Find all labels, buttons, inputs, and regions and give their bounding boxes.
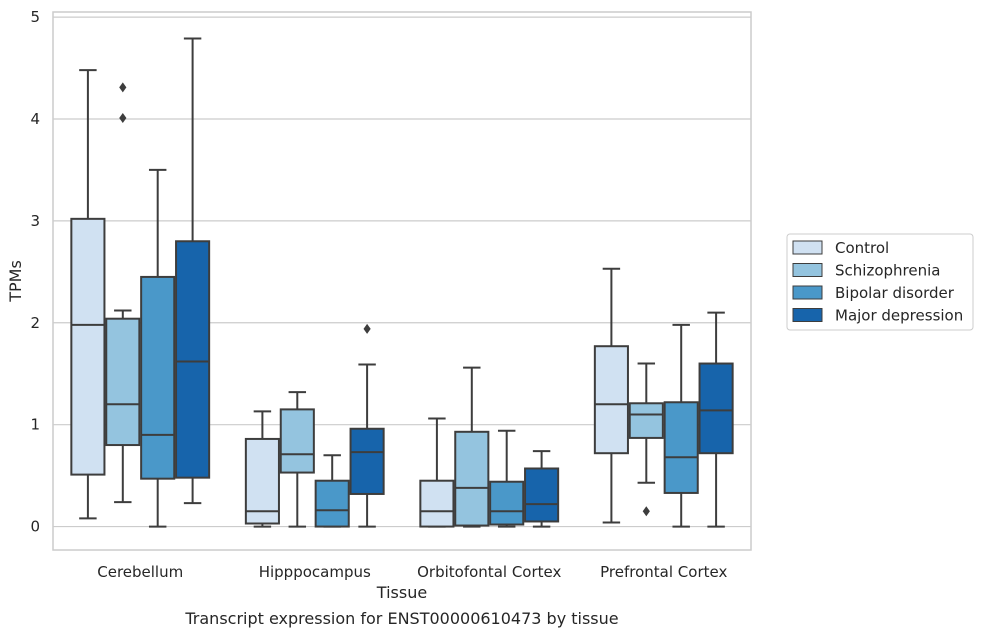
legend-label: Major depression (835, 307, 963, 325)
legend-swatch (792, 308, 823, 322)
y-tick-label: 3 (30, 212, 40, 230)
x-tick-label: Orbitofontal Cortex (417, 563, 561, 581)
box (628, 402, 664, 439)
box (489, 480, 525, 526)
box (175, 240, 211, 479)
outlier-point (642, 506, 650, 517)
outlier-point (363, 323, 371, 334)
y-tick-label: 1 (30, 416, 40, 434)
legend-swatch (792, 240, 823, 255)
y-axis-label: TPMs (6, 260, 25, 303)
plot-frame (52, 11, 752, 551)
x-axis-label: Tissue (376, 583, 427, 602)
legend-frame (786, 233, 974, 331)
y-tick-label: 4 (30, 110, 40, 128)
y-tick-label: 0 (30, 518, 40, 536)
box (524, 467, 560, 523)
legend-label: Schizophrenia (835, 262, 940, 280)
y-tick-label: 5 (30, 8, 40, 26)
outlier-point (119, 82, 127, 93)
box (279, 408, 315, 474)
box (663, 401, 699, 494)
legend-label: Control (835, 239, 889, 257)
box (314, 479, 350, 528)
x-tick-label: Prefrontal Cortex (600, 563, 727, 581)
box (349, 427, 385, 495)
x-tick-labels: Cerebellum Hipppocampus Orbitofontal Corte… (97, 563, 727, 581)
box (70, 217, 106, 476)
box (454, 430, 490, 527)
box (698, 362, 734, 455)
box (593, 345, 629, 455)
box (244, 437, 280, 525)
legend-swatch (792, 285, 823, 300)
box (105, 317, 141, 447)
figure-caption: Transcript expression for ENST0000061047… (184, 609, 618, 628)
legend-swatch (792, 263, 823, 277)
x-tick-label: Cerebellum (97, 563, 183, 581)
x-tick-label: Hipppocampus (259, 563, 371, 581)
outlier-point (119, 112, 127, 123)
y-tick-labels: 0 1 2 3 4 5 (30, 8, 40, 535)
legend-label: Bipolar disorder (835, 284, 955, 302)
box-series (70, 37, 734, 528)
box (140, 275, 176, 480)
y-tick-label: 2 (30, 314, 40, 332)
box (419, 479, 455, 528)
legend: Control Schizophrenia Bipolar disorder Majo… (786, 233, 974, 331)
